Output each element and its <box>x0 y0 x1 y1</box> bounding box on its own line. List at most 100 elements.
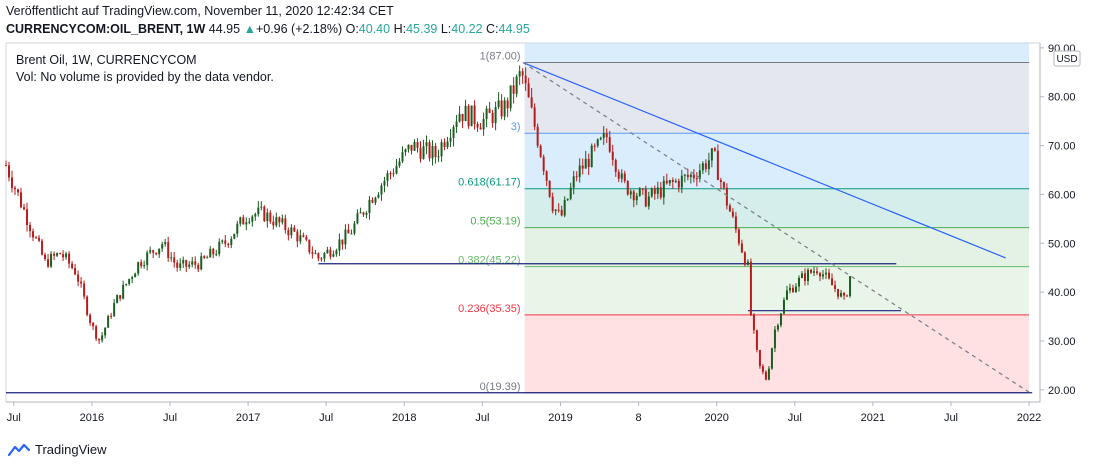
candle-down <box>35 237 38 239</box>
y-tick-label: 80.00 <box>1048 92 1076 104</box>
y-tick-label: 70.00 <box>1048 141 1076 153</box>
candle-down <box>467 105 470 127</box>
candle-up <box>209 248 212 258</box>
x-tick-label: 8 <box>636 412 642 424</box>
fib-zone-0.382 <box>524 266 1030 315</box>
candle-down <box>728 205 731 212</box>
candle-down <box>329 249 332 257</box>
candle-up <box>822 274 825 277</box>
candle-up <box>248 221 251 223</box>
candle-up <box>782 299 785 314</box>
candle-down <box>320 258 323 260</box>
candle-down <box>461 113 464 122</box>
candle-up <box>497 100 500 108</box>
candle-up <box>221 240 224 242</box>
candle-down <box>506 100 509 109</box>
candle-down <box>278 217 281 223</box>
high-value: 45.39 <box>406 22 438 36</box>
candle-down <box>20 192 23 208</box>
candle-up <box>398 161 401 166</box>
candle-down <box>194 261 197 265</box>
candle-up <box>350 233 353 235</box>
candle-down <box>623 173 626 182</box>
currency-tag[interactable] <box>1053 50 1081 67</box>
candle-up <box>629 191 632 195</box>
candle-up <box>101 335 104 341</box>
candle-up <box>788 287 791 291</box>
candle-down <box>476 123 479 128</box>
candle-up <box>407 144 410 150</box>
chart-legend-title: Brent Oil, 1W, CURRENCYCOM <box>16 53 197 67</box>
candle-up <box>326 249 329 254</box>
candle-down <box>284 218 287 231</box>
high-label: H: <box>393 22 407 36</box>
candle-up <box>128 278 131 284</box>
candle-up <box>161 244 164 249</box>
candle-up <box>323 253 326 259</box>
candle-down <box>119 295 122 299</box>
candle-up <box>455 121 458 128</box>
candle-up <box>779 313 782 326</box>
candle-up <box>638 188 641 196</box>
low-value: 40.22 <box>451 22 483 36</box>
candle-down <box>197 264 200 270</box>
candle-down <box>527 83 530 98</box>
x-tick-label: Jul <box>319 412 333 424</box>
candle-down <box>749 261 752 315</box>
fib-label-0.618: 0.618(61.17) <box>458 177 520 189</box>
candle-down <box>545 171 548 181</box>
candle-up <box>746 261 749 265</box>
candle-down <box>479 127 482 130</box>
fib-label-0.382: 0.382(45.22) <box>458 255 520 267</box>
candle-down <box>80 281 83 284</box>
candle-down <box>41 240 44 255</box>
x-tick-label: 2018 <box>392 412 416 424</box>
candle-up <box>515 76 518 94</box>
candle-up <box>254 214 257 217</box>
candle-up <box>170 257 173 259</box>
candle-down <box>581 165 584 169</box>
candle-up <box>239 217 242 224</box>
trendline-solid[interactable] <box>522 61 1006 259</box>
candle-up <box>578 165 581 177</box>
candle-up <box>602 133 605 138</box>
y-tick-label: 20.00 <box>1048 385 1076 397</box>
symbol-name: CURRENCYCOM:OIL_BRENT, 1W <box>6 22 206 36</box>
candle-up <box>380 185 383 195</box>
candle-up <box>572 176 575 188</box>
candle-up <box>65 253 68 258</box>
candle-down <box>14 187 17 190</box>
candle-up <box>485 108 488 119</box>
candle-down <box>557 209 560 211</box>
candle-up <box>840 292 843 297</box>
candle-up <box>449 137 452 142</box>
footer: TradingView <box>8 442 107 457</box>
candle-down <box>809 269 812 273</box>
candle-down <box>725 187 728 206</box>
candle-up <box>569 187 572 199</box>
candle-down <box>834 285 837 289</box>
candle-up <box>200 256 203 270</box>
candle-down <box>86 296 89 315</box>
candle-down <box>305 236 308 240</box>
candle-down <box>227 243 230 245</box>
candle-up <box>635 195 638 201</box>
candle-up <box>257 207 260 215</box>
candle-down <box>263 206 266 222</box>
candle-down <box>653 188 656 194</box>
candle-down <box>719 180 722 183</box>
candle-down <box>737 229 740 244</box>
candle-down <box>533 107 536 127</box>
candle-up <box>56 253 59 256</box>
candle-up <box>440 142 443 157</box>
x-tick-label: Jul <box>944 412 958 424</box>
candle-down <box>392 173 395 175</box>
candle-up <box>813 271 816 273</box>
candle-down <box>242 217 245 225</box>
candle-up <box>554 209 557 212</box>
candle-up <box>383 180 386 186</box>
candle-up <box>806 269 809 281</box>
symbol-bar: CURRENCYCOM:OIL_BRENT, 1W 44.95 ▲+0.96 (… <box>6 22 530 36</box>
y-tick-label: 50.00 <box>1048 238 1076 250</box>
